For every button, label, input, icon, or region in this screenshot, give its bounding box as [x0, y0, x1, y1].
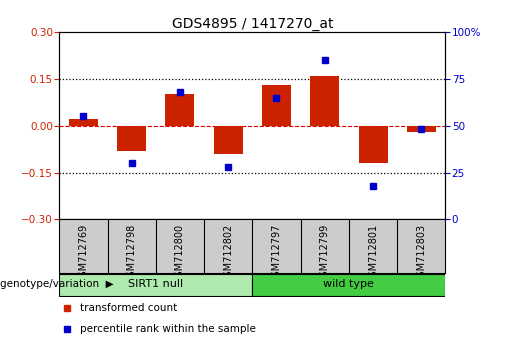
- Text: percentile rank within the sample: percentile rank within the sample: [80, 324, 256, 334]
- Bar: [165, 95, 194, 126]
- Bar: [117, 126, 146, 151]
- Text: wild type: wild type: [323, 279, 374, 290]
- Bar: [358, 126, 388, 163]
- Bar: [310, 76, 339, 126]
- Bar: [214, 126, 243, 154]
- Text: GSM712803: GSM712803: [416, 224, 426, 283]
- Bar: [262, 85, 291, 126]
- Text: genotype/variation  ▶: genotype/variation ▶: [0, 279, 114, 290]
- Bar: [59, 274, 252, 296]
- Text: GSM712799: GSM712799: [320, 224, 330, 283]
- Bar: [252, 274, 445, 296]
- Text: GSM712802: GSM712802: [223, 224, 233, 283]
- Title: GDS4895 / 1417270_at: GDS4895 / 1417270_at: [171, 17, 333, 31]
- Text: GSM712769: GSM712769: [78, 224, 89, 283]
- Text: GSM712800: GSM712800: [175, 224, 185, 283]
- Bar: [69, 119, 98, 126]
- Text: GSM712797: GSM712797: [271, 224, 282, 283]
- Text: SIRT1 null: SIRT1 null: [128, 279, 183, 290]
- Text: transformed count: transformed count: [80, 303, 178, 313]
- Text: GSM712798: GSM712798: [127, 224, 136, 283]
- Bar: [407, 126, 436, 132]
- Text: GSM712801: GSM712801: [368, 224, 378, 283]
